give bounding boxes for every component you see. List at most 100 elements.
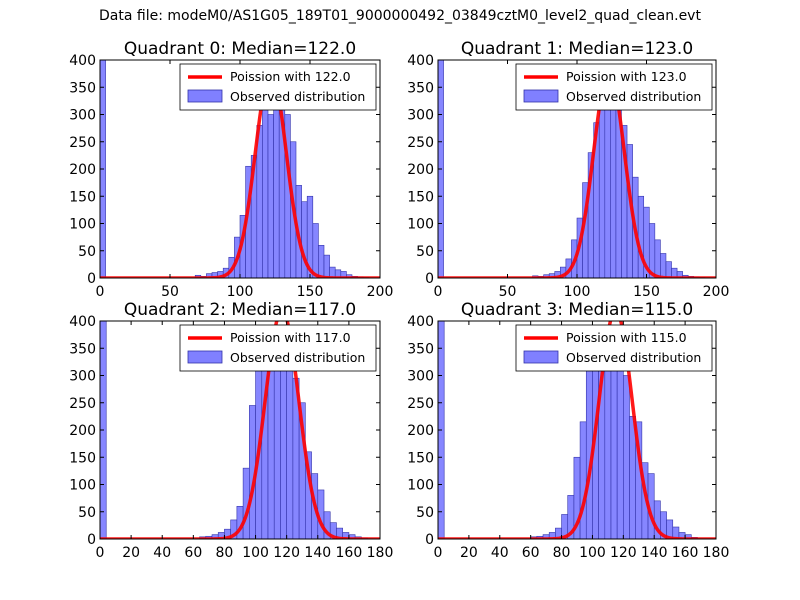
histogram-bar (286, 364, 294, 539)
legend-label-poisson: Poission with 117.0 (230, 330, 351, 345)
subplot-title: Quadrant 3: Median=115.0 (461, 300, 693, 320)
y-tick-label: 250 (407, 135, 434, 151)
legend: Poission with 117.0 Observed distribution (179, 324, 377, 372)
x-tick-label: 0 (96, 284, 105, 300)
histogram-bar (660, 253, 667, 278)
y-tick-label: 400 (407, 314, 434, 330)
histogram-bar (273, 81, 280, 278)
y-tick-label: 350 (69, 80, 96, 96)
y-tick-label: 400 (69, 314, 96, 330)
y-tick-label: 50 (78, 244, 96, 260)
histogram-bar (256, 125, 263, 278)
x-tick-label: 200 (703, 284, 730, 300)
subplot-title: Quadrant 2: Median=117.0 (124, 300, 356, 320)
plot-area (438, 321, 716, 539)
y-tick-label: 350 (69, 341, 96, 357)
histogram-bar (610, 97, 617, 278)
subplot-1: 0 50 100 150 200 250 300 350 400 0 50 100 150 200 Quad… (407, 39, 729, 300)
subplot-title: Quadrant 0: Median=122.0 (124, 39, 356, 59)
x-tick-label: 120 (610, 545, 637, 561)
legend: Poission with 123.0 Observed distribution (515, 63, 713, 111)
x-tick-label: 160 (336, 545, 363, 561)
y-tick-label: 350 (407, 80, 434, 96)
y-tick-label: 100 (69, 217, 96, 233)
y-tick-label: 50 (416, 244, 434, 260)
histogram-bar (323, 254, 330, 278)
y-tick-label: 300 (69, 108, 96, 124)
histogram-bar (312, 223, 319, 278)
y-tick-label: 100 (407, 217, 434, 233)
histogram-bar (610, 353, 618, 539)
x-tick-label: 80 (216, 545, 234, 561)
subplot-title: Quadrant 1: Median=123.0 (461, 39, 693, 59)
x-tick-label: 140 (304, 545, 331, 561)
y-tick-label: 0 (87, 532, 96, 548)
legend-label-poisson: Poission with 115.0 (566, 330, 687, 345)
y-tick-label: 50 (78, 505, 96, 521)
x-tick-label: 40 (153, 545, 171, 561)
x-tick-label: 50 (499, 284, 517, 300)
histogram-bar (637, 195, 645, 278)
histogram-bar (604, 108, 611, 278)
x-tick-label: 120 (273, 545, 300, 561)
x-tick-label: 0 (434, 284, 443, 300)
legend: Poission with 122.0 Observed distribution (179, 63, 377, 111)
y-tick-label: 150 (407, 450, 434, 466)
y-tick-label: 250 (407, 396, 434, 412)
y-tick-label: 300 (407, 108, 434, 124)
y-tick-label: 50 (416, 505, 434, 521)
y-tick-label: 250 (69, 396, 96, 412)
y-tick-label: 150 (407, 189, 434, 205)
x-tick-label: 20 (460, 545, 478, 561)
y-tick-label: 150 (69, 450, 96, 466)
x-tick-label: 100 (564, 284, 591, 300)
y-tick-label: 200 (69, 423, 96, 439)
poisson-line (438, 321, 716, 539)
legend-label-observed: Observed distribution (230, 89, 365, 104)
x-tick-label: 150 (633, 284, 660, 300)
y-tick-label: 0 (87, 271, 96, 287)
legend-bar-swatch (523, 350, 559, 364)
y-tick-label: 0 (425, 532, 434, 548)
legend-label-poisson: Poission with 123.0 (566, 69, 687, 84)
x-tick-label: 0 (96, 545, 105, 561)
legend-label-observed: Observed distribution (566, 89, 701, 104)
x-tick-label: 180 (703, 545, 730, 561)
x-tick-label: 140 (641, 545, 668, 561)
plot-area (100, 321, 380, 539)
subplot-0: 0 50 100 150 200 250 300 350 400 0 50 100 150 200 Quad… (69, 39, 393, 300)
y-tick-label: 150 (69, 189, 96, 205)
y-tick-label: 300 (69, 369, 96, 385)
y-tick-label: 250 (69, 135, 96, 151)
poisson-line (100, 321, 380, 539)
x-tick-label: 180 (367, 545, 394, 561)
histogram-bar (623, 375, 630, 539)
legend: Poission with 115.0 Observed distribution (515, 324, 713, 372)
y-tick-label: 200 (407, 423, 434, 439)
histogram-bar (654, 239, 661, 278)
x-tick-label: 0 (434, 545, 443, 561)
legend-label-poisson: Poission with 122.0 (230, 69, 351, 84)
x-tick-label: 150 (297, 284, 324, 300)
histogram-bar (616, 364, 624, 539)
y-tick-label: 100 (407, 478, 434, 494)
histogram-bar (262, 92, 269, 278)
x-tick-label: 20 (122, 545, 140, 561)
x-tick-label: 80 (553, 545, 571, 561)
legend-label-observed: Observed distribution (566, 350, 701, 365)
x-tick-label: 100 (242, 545, 269, 561)
legend-bar-swatch (187, 350, 223, 364)
x-tick-label: 200 (367, 284, 394, 300)
histogram-bar (604, 342, 612, 539)
legend-label-observed: Observed distribution (230, 350, 365, 365)
histogram-bar (273, 347, 281, 539)
histogram-bar (598, 86, 606, 278)
legend-bar-swatch (187, 89, 223, 103)
y-tick-label: 400 (69, 53, 96, 69)
histogram-bar (280, 358, 287, 539)
x-tick-label: 100 (227, 284, 254, 300)
y-tick-label: 0 (425, 271, 434, 287)
